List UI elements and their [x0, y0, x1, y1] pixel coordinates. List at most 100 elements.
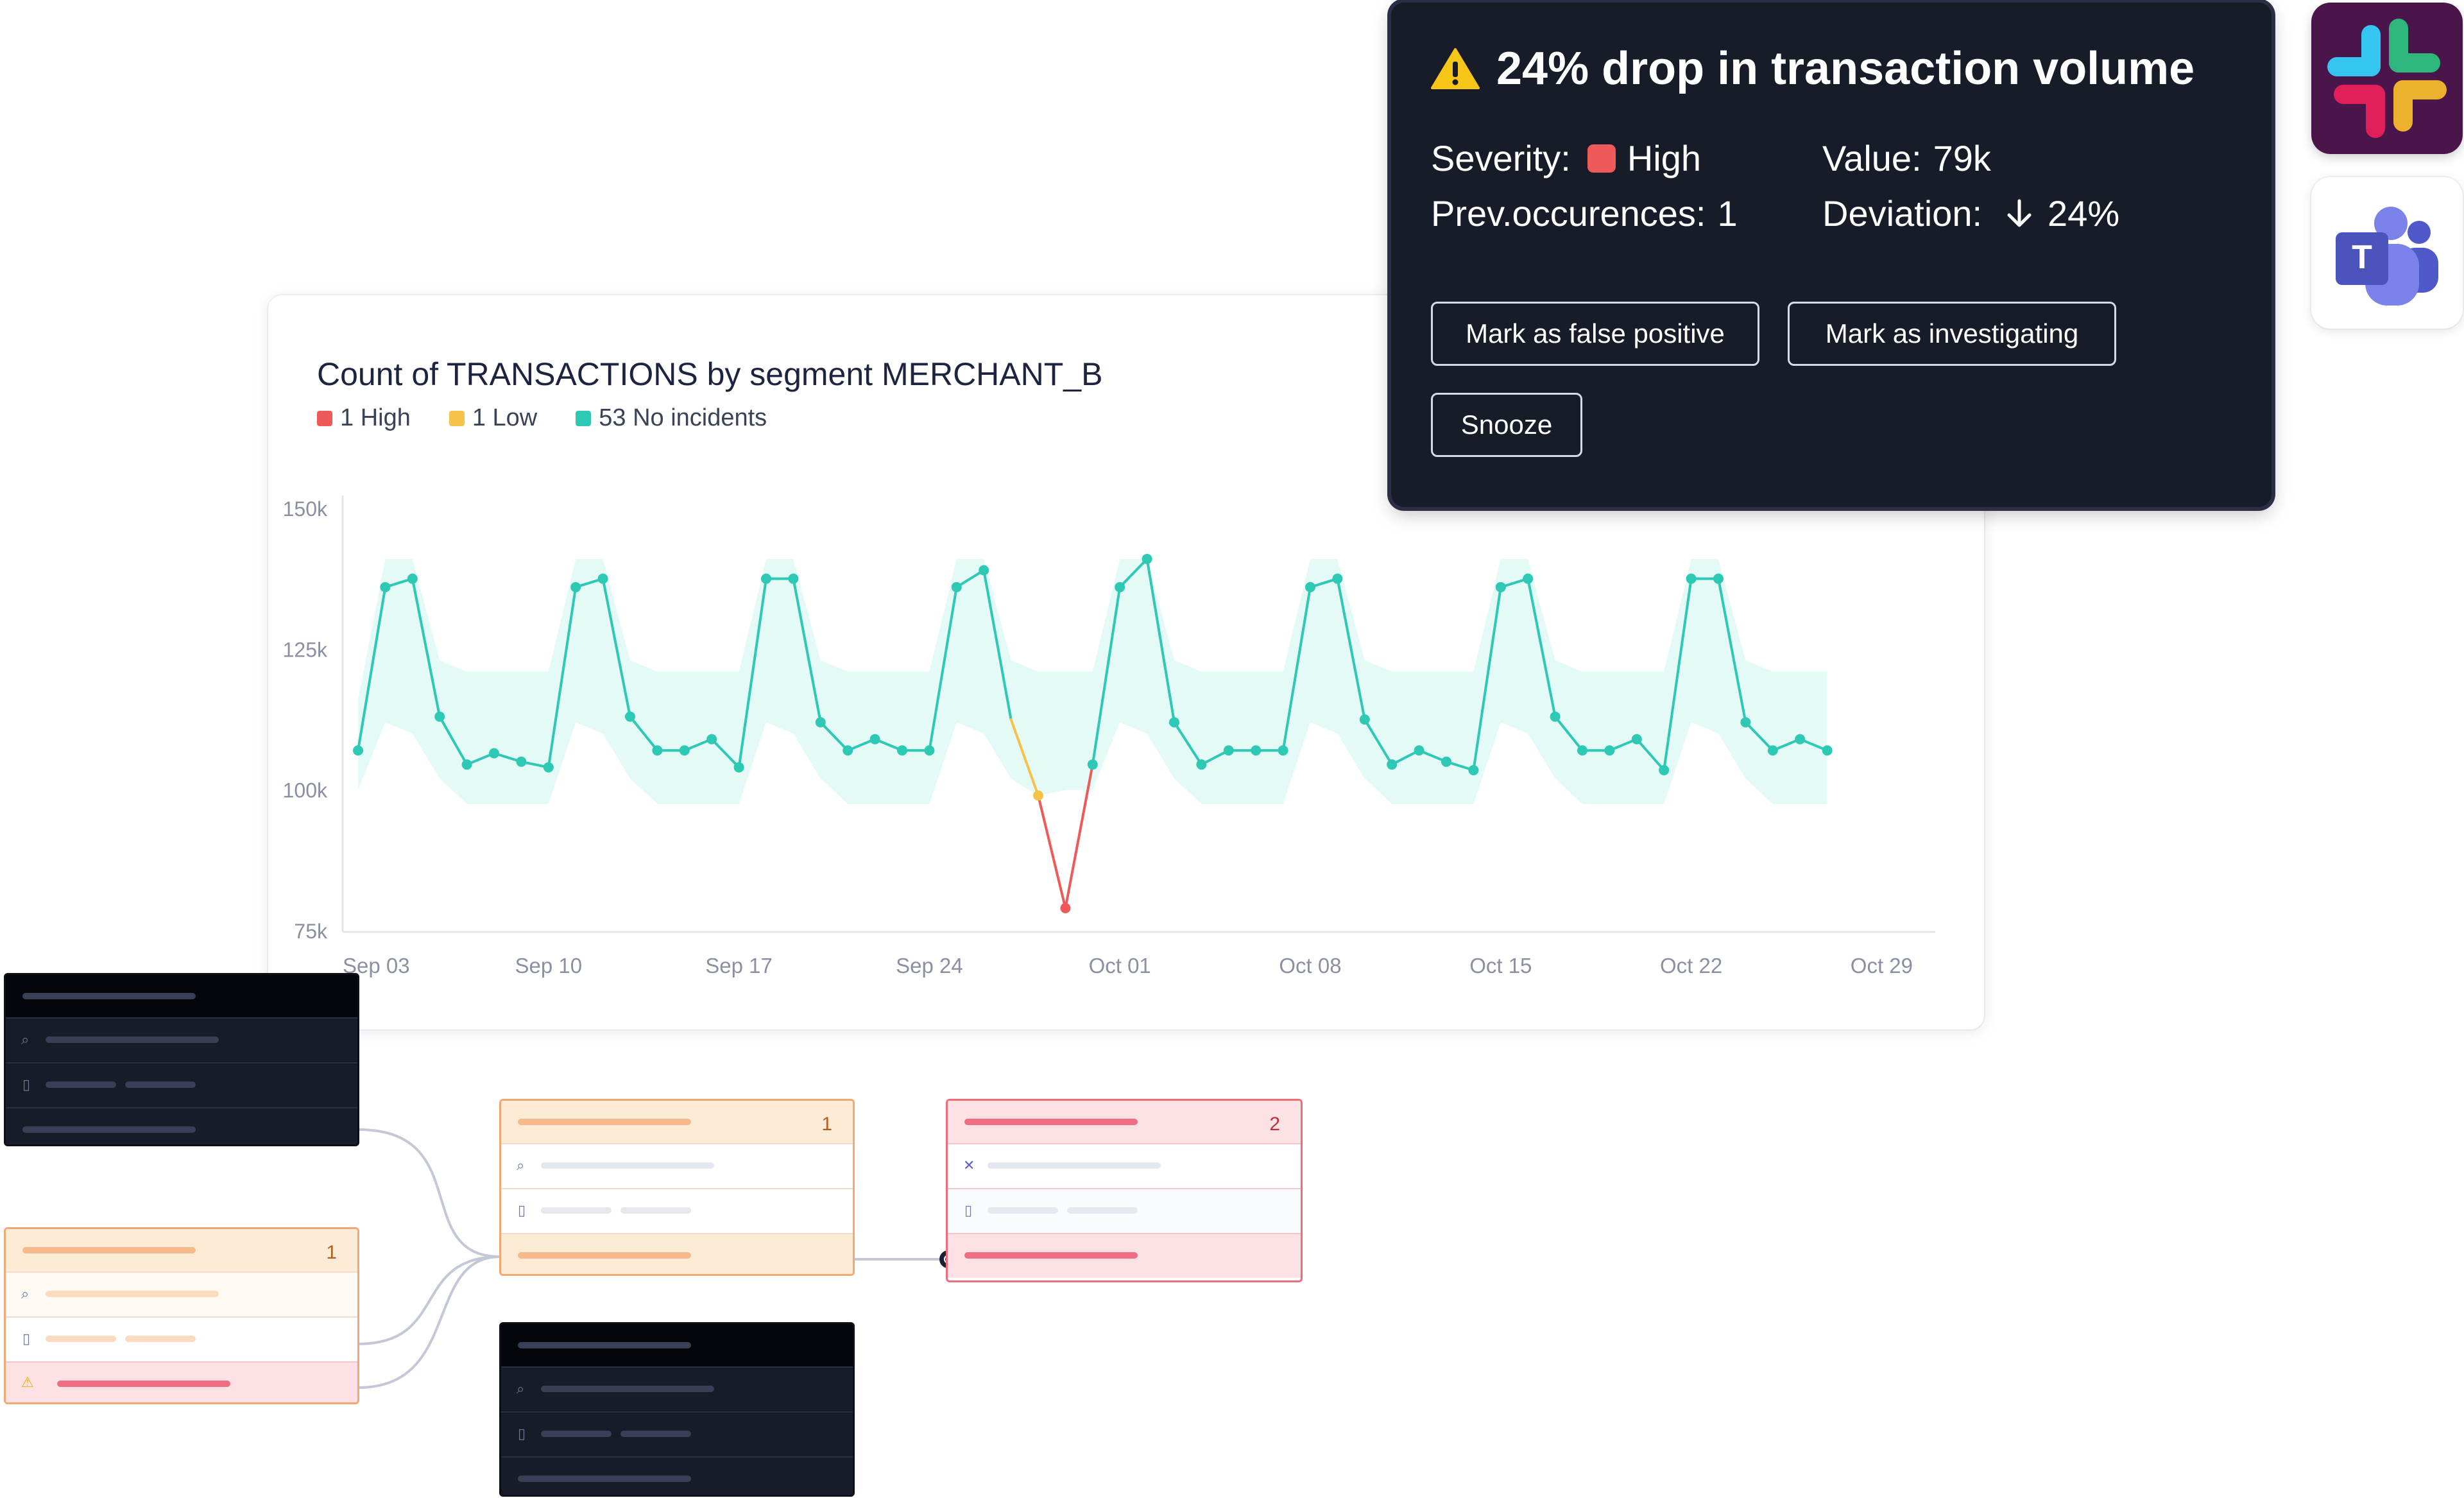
doc-icon: ▯ [22, 1076, 31, 1092]
line-segment [1635, 737, 1666, 771]
data-point[interactable] [979, 565, 989, 576]
node-count: 1 [821, 1114, 832, 1135]
line-segment [1553, 715, 1584, 752]
snooze-button[interactable]: Snooze [1431, 393, 1582, 457]
data-point[interactable] [1196, 759, 1207, 770]
data-point[interactable] [597, 573, 608, 584]
data-point[interactable] [1550, 711, 1561, 722]
deviation-field: Deviation: 24% [1822, 193, 2119, 234]
search-icon: ⌕ [21, 1286, 30, 1302]
search-icon: ⌕ [517, 1157, 525, 1173]
flow-node-source-a[interactable]: ⌕ ▯ [4, 973, 359, 1146]
severity-label: Severity: [1431, 138, 1571, 178]
legend-high[interactable]: 1 High [317, 404, 411, 432]
data-point[interactable] [1659, 764, 1670, 775]
data-point[interactable] [1686, 573, 1697, 584]
chart-legend: 1 High 1 Low 53 No incidents [317, 404, 767, 432]
teams-icon[interactable]: T [2311, 177, 2463, 329]
data-point[interactable] [380, 581, 391, 592]
data-point[interactable] [924, 745, 935, 756]
data-point[interactable] [1223, 745, 1234, 756]
data-point[interactable] [1495, 581, 1506, 592]
alert-title-text: 24% drop in transaction volume [1496, 43, 2195, 94]
legend-low-label: 1 Low [472, 404, 538, 431]
flow-node-target[interactable]: 2 ✕ ▯ [946, 1099, 1303, 1282]
data-point[interactable] [652, 745, 663, 756]
data-point[interactable] [625, 711, 635, 722]
node-row: ▯ [501, 1188, 853, 1233]
line-segment [1009, 718, 1040, 797]
data-point[interactable] [788, 573, 799, 584]
line-segment [1281, 585, 1312, 752]
flow-node-mid-a[interactable]: 1 ⌕ ▯ [499, 1099, 855, 1276]
data-point[interactable] [1795, 734, 1806, 745]
slack-logo [2327, 19, 2447, 138]
data-point[interactable] [1115, 581, 1125, 592]
value-field: Value: 79k [1822, 137, 1991, 179]
legend-no-incidents[interactable]: 53 No incidents [576, 404, 767, 432]
data-point[interactable] [1251, 745, 1262, 756]
line-segment [1472, 585, 1502, 771]
data-point[interactable] [1414, 745, 1425, 756]
legend-low[interactable]: 1 Low [449, 404, 537, 432]
slack-icon[interactable] [2311, 3, 2463, 154]
data-point[interactable] [1767, 745, 1778, 756]
data-point[interactable] [1387, 759, 1398, 770]
data-point[interactable] [843, 745, 853, 756]
data-point[interactable] [1359, 714, 1370, 725]
data-point[interactable] [869, 734, 880, 745]
deviation-value: 24% [2048, 193, 2120, 234]
data-point[interactable] [706, 734, 717, 745]
line-segment [1037, 794, 1067, 909]
data-point[interactable] [353, 745, 363, 756]
node-row: ⌕ [501, 1366, 853, 1411]
data-point[interactable] [1278, 745, 1288, 756]
data-point[interactable] [761, 573, 771, 584]
node-row: ▯ [6, 1062, 357, 1107]
data-point[interactable] [1468, 764, 1479, 775]
data-point[interactable] [516, 756, 527, 767]
data-point[interactable] [815, 717, 826, 728]
node-row: ⌕ [6, 1271, 357, 1316]
data-point[interactable] [1822, 745, 1833, 756]
data-point[interactable] [461, 759, 472, 770]
node-row: ⌕ [501, 1143, 853, 1188]
connector-source-a-mid-a [357, 1128, 501, 1258]
data-point[interactable] [543, 762, 554, 773]
data-point[interactable] [1713, 573, 1724, 584]
data-point[interactable] [1740, 717, 1751, 728]
data-point[interactable] [679, 745, 690, 756]
data-point[interactable] [1441, 756, 1451, 767]
flow-node-source-b[interactable]: 1 ⌕ ▯ ⚠ [4, 1227, 359, 1404]
flow-node-mid-b[interactable]: ⌕ ▯ [499, 1322, 855, 1497]
mark-false-positive-button[interactable]: Mark as false positive [1431, 302, 1759, 366]
line-segment [1336, 577, 1366, 721]
data-point[interactable] [1087, 759, 1098, 770]
data-point[interactable] [897, 745, 907, 756]
data-point[interactable] [1631, 734, 1642, 745]
data-point[interactable] [1523, 573, 1534, 584]
data-point[interactable] [489, 748, 499, 759]
data-point[interactable] [434, 711, 445, 722]
data-point[interactable] [733, 762, 744, 773]
data-point[interactable] [1577, 745, 1587, 756]
data-point[interactable] [1033, 790, 1043, 801]
data-point[interactable] [1332, 573, 1343, 584]
x-tick-label: Oct 01 [1089, 954, 1151, 977]
data-point[interactable] [1142, 553, 1152, 564]
line-segment [1064, 763, 1094, 909]
data-point[interactable] [1169, 717, 1179, 728]
data-point[interactable] [951, 581, 962, 592]
warning-icon [1431, 48, 1480, 89]
data-point[interactable] [570, 581, 581, 592]
line-segment [547, 585, 578, 769]
teams-letter: T [2352, 239, 2372, 276]
node-row [6, 1107, 357, 1144]
data-point[interactable] [407, 573, 418, 584]
data-point[interactable] [1305, 581, 1315, 592]
data-point[interactable] [1060, 902, 1071, 913]
data-point[interactable] [1604, 745, 1615, 756]
node-row: ✕ [948, 1143, 1301, 1188]
line-segment [1145, 557, 1176, 724]
mark-investigating-button[interactable]: Mark as investigating [1788, 302, 2116, 366]
